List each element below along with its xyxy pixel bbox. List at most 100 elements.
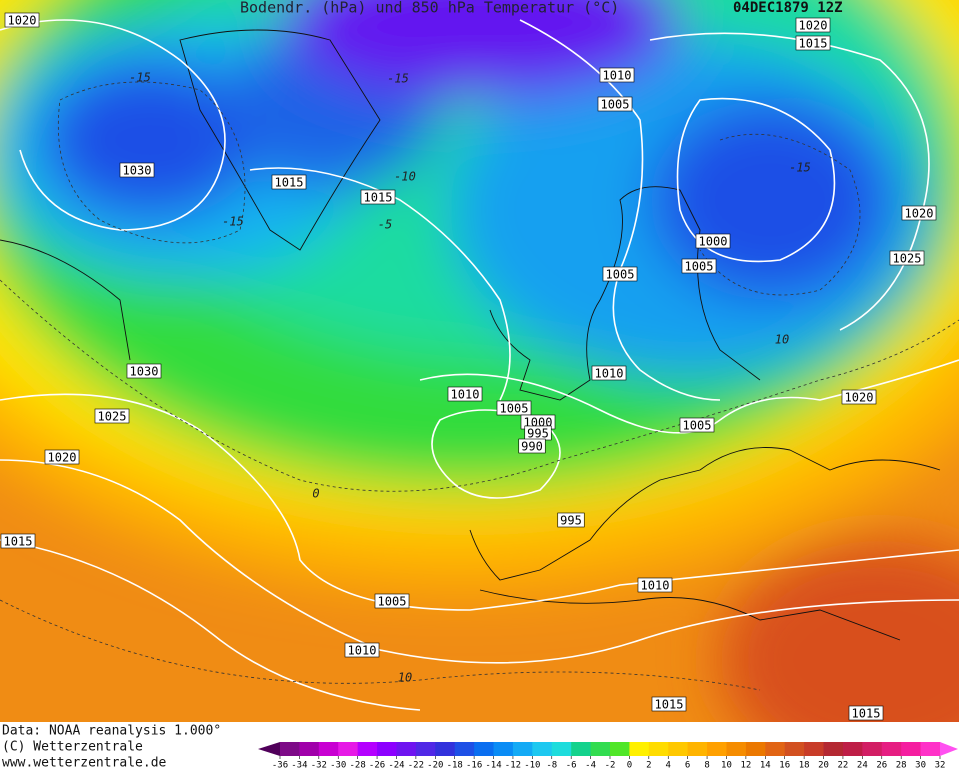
colorbar-swatch bbox=[415, 742, 436, 756]
colorbar-tick-label: -14 bbox=[485, 761, 501, 770]
colorbar-swatch bbox=[280, 742, 300, 756]
colorbar-swatch bbox=[862, 742, 883, 756]
temperature-label: -15 bbox=[129, 71, 151, 85]
colorbar-swatch bbox=[823, 742, 844, 756]
colorbar-tick-label: -2 bbox=[605, 761, 616, 770]
isobar-label-box bbox=[848, 705, 884, 721]
colorbar-tick-label: -22 bbox=[408, 761, 424, 770]
colorbar-swatch bbox=[474, 742, 495, 756]
colorbar-tick-label: 6 bbox=[685, 761, 690, 770]
isobar-label: 1010 bbox=[595, 367, 624, 381]
map-date: 04DEC1879 12Z bbox=[733, 0, 843, 16]
isobar-label-box bbox=[695, 233, 731, 249]
colorbar-tick-label: 8 bbox=[704, 761, 709, 770]
isobar-label-box bbox=[651, 696, 687, 712]
isobar-label-box bbox=[637, 577, 673, 593]
temperature-label: -5 bbox=[378, 218, 392, 232]
colorbar-swatch bbox=[551, 742, 572, 756]
map-title: Bodendr. (hPa) und 850 hPa Temperatur (°… bbox=[240, 0, 619, 17]
footer-line: www.wetterzentrale.de bbox=[2, 756, 167, 770]
colorbar-tick-label: 4 bbox=[666, 761, 671, 770]
isobar-label-box bbox=[599, 67, 635, 83]
colorbar-swatch bbox=[881, 742, 902, 756]
colorbar-swatch bbox=[512, 742, 533, 756]
isobar-label: 1000 bbox=[699, 235, 728, 249]
colorbar-tick-label: 30 bbox=[915, 761, 926, 770]
colorbar-high-arrow bbox=[940, 742, 958, 756]
colorbar-tick-label: -20 bbox=[427, 761, 443, 770]
colorbar-swatch bbox=[318, 742, 339, 756]
isobar-label-box bbox=[841, 389, 877, 405]
isobar-label-box bbox=[94, 408, 130, 424]
isobar-label-box bbox=[681, 258, 717, 274]
colorbar-tick-label: -30 bbox=[330, 761, 346, 770]
colorbar-tick-label: 18 bbox=[799, 761, 810, 770]
isobar-labels: 1020 102010151010100510301015101510001005… bbox=[0, 12, 937, 721]
isobar-label-box bbox=[447, 386, 483, 402]
temperature-label: -15 bbox=[387, 72, 409, 86]
isobar-label: 1030 bbox=[130, 365, 159, 379]
isobar-label-box bbox=[901, 205, 937, 221]
isobar-label: 1015 bbox=[799, 37, 828, 51]
isobar-label: 995 bbox=[560, 514, 582, 528]
isobar-label-box bbox=[126, 363, 162, 379]
colorbar-swatch bbox=[668, 742, 689, 756]
isobar-label: 1025 bbox=[893, 252, 922, 266]
colorbar-tick-label: 28 bbox=[896, 761, 907, 770]
isobar-label-box bbox=[0, 533, 36, 549]
colorbar-tick-label: -26 bbox=[369, 761, 385, 770]
colorbar-tick-label: -36 bbox=[272, 761, 288, 770]
isobar-label: 1005 bbox=[378, 595, 407, 609]
colorbar-tick-label: -4 bbox=[585, 761, 596, 770]
isobar-label-box bbox=[795, 35, 831, 51]
colorbar-swatch bbox=[804, 742, 825, 756]
colorbar-swatch bbox=[338, 742, 359, 756]
colorbar-tick-label: -24 bbox=[388, 761, 404, 770]
temperature-label: 0 bbox=[312, 487, 319, 501]
colorbar-low-arrow bbox=[258, 742, 280, 756]
isobar-label: 990 bbox=[521, 440, 543, 454]
isobar-label-box bbox=[374, 593, 410, 609]
isobar-label: 1010 bbox=[603, 69, 632, 83]
colorbar-tick-label: -10 bbox=[524, 761, 540, 770]
isobar-label: 1005 bbox=[601, 98, 630, 112]
colorbar-swatch bbox=[629, 742, 650, 756]
colorbar-swatch bbox=[745, 742, 766, 756]
isobar-label: 995 bbox=[527, 427, 549, 441]
isobar-label-box bbox=[360, 189, 396, 205]
colorbar-tick-label: 20 bbox=[818, 761, 829, 770]
colorbar-swatch bbox=[784, 742, 805, 756]
colorbar-tick-label: -16 bbox=[466, 761, 482, 770]
colorbar-swatch bbox=[435, 742, 456, 756]
isobar-label: 1005 bbox=[500, 402, 529, 416]
colorbar-swatch bbox=[532, 742, 553, 756]
colorbar-tick-label: 10 bbox=[721, 761, 732, 770]
colorbar-tick-label: 32 bbox=[935, 761, 946, 770]
isobar-label-box bbox=[591, 365, 627, 381]
isobar-label-box bbox=[271, 174, 307, 190]
colorbar-swatch bbox=[648, 742, 669, 756]
isobar-label: 1010 bbox=[641, 579, 670, 593]
temperature-label: -10 bbox=[394, 170, 416, 184]
isobar-label-box bbox=[795, 17, 831, 33]
colorbar-tick-label: -18 bbox=[447, 761, 463, 770]
colorbar-tick-label: -6 bbox=[566, 761, 577, 770]
isobar-label-box bbox=[44, 449, 80, 465]
isobar-label-box bbox=[496, 400, 532, 416]
colorbar-swatch bbox=[454, 742, 475, 756]
isobar-label: 1015 bbox=[275, 176, 304, 190]
colorbar-tick-label: 26 bbox=[876, 761, 887, 770]
colorbar-tick-label: -8 bbox=[546, 761, 557, 770]
colorbar-tick-label: -12 bbox=[505, 761, 521, 770]
isobar-label-box bbox=[597, 96, 633, 112]
colorbar-swatch bbox=[901, 742, 922, 756]
colorbar-swatch bbox=[687, 742, 708, 756]
isobar-label: 1015 bbox=[852, 707, 881, 721]
isobar-label: 1020 bbox=[48, 451, 77, 465]
colorbar-tick-label: 12 bbox=[740, 761, 751, 770]
isobar-label-box bbox=[119, 162, 155, 178]
isobar-label-box bbox=[344, 642, 380, 658]
